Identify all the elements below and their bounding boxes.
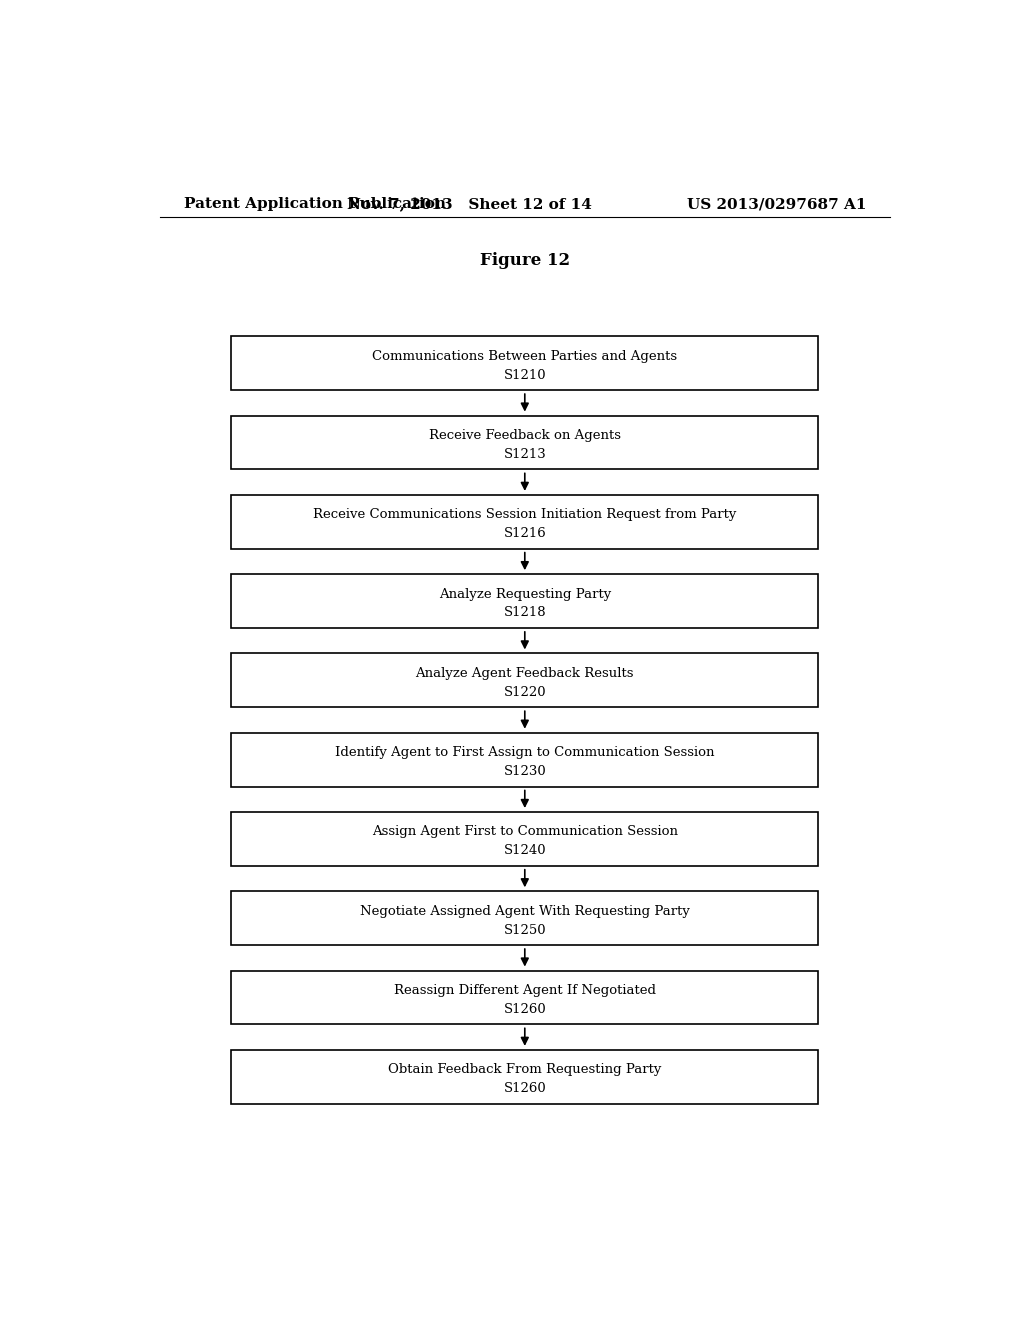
Text: Reassign Different Agent If Negotiated: Reassign Different Agent If Negotiated <box>394 983 655 997</box>
Text: Patent Application Publication: Patent Application Publication <box>183 197 445 211</box>
Text: S1230: S1230 <box>504 766 546 777</box>
Text: Figure 12: Figure 12 <box>479 252 570 268</box>
Text: Assign Agent First to Communication Session: Assign Agent First to Communication Sess… <box>372 825 678 838</box>
Text: Receive Feedback on Agents: Receive Feedback on Agents <box>429 429 621 442</box>
Bar <box>231 574 818 628</box>
Bar <box>231 812 818 866</box>
Bar <box>231 1049 818 1104</box>
Text: S1213: S1213 <box>504 447 546 461</box>
Text: Obtain Feedback From Requesting Party: Obtain Feedback From Requesting Party <box>388 1063 662 1076</box>
Bar <box>231 337 818 391</box>
Text: Identify Agent to First Assign to Communication Session: Identify Agent to First Assign to Commun… <box>335 746 715 759</box>
Text: US 2013/0297687 A1: US 2013/0297687 A1 <box>686 197 866 211</box>
Bar <box>231 891 818 945</box>
Text: S1240: S1240 <box>504 845 546 857</box>
Text: Nov. 7, 2013   Sheet 12 of 14: Nov. 7, 2013 Sheet 12 of 14 <box>347 197 592 211</box>
Text: S1210: S1210 <box>504 368 546 381</box>
Text: Analyze Agent Feedback Results: Analyze Agent Feedback Results <box>416 667 634 680</box>
Text: S1220: S1220 <box>504 685 546 698</box>
Text: S1216: S1216 <box>504 527 546 540</box>
Bar <box>231 733 818 787</box>
Bar <box>231 653 818 708</box>
Bar <box>231 495 818 549</box>
Text: S1250: S1250 <box>504 924 546 936</box>
Text: Receive Communications Session Initiation Request from Party: Receive Communications Session Initiatio… <box>313 508 736 521</box>
Bar <box>231 416 818 470</box>
Bar <box>231 970 818 1024</box>
Text: Communications Between Parties and Agents: Communications Between Parties and Agent… <box>373 350 677 363</box>
Text: S1260: S1260 <box>504 1003 546 1016</box>
Text: S1260: S1260 <box>504 1082 546 1096</box>
Text: Analyze Requesting Party: Analyze Requesting Party <box>438 587 611 601</box>
Text: Negotiate Assigned Agent With Requesting Party: Negotiate Assigned Agent With Requesting… <box>359 904 690 917</box>
Text: S1218: S1218 <box>504 606 546 619</box>
